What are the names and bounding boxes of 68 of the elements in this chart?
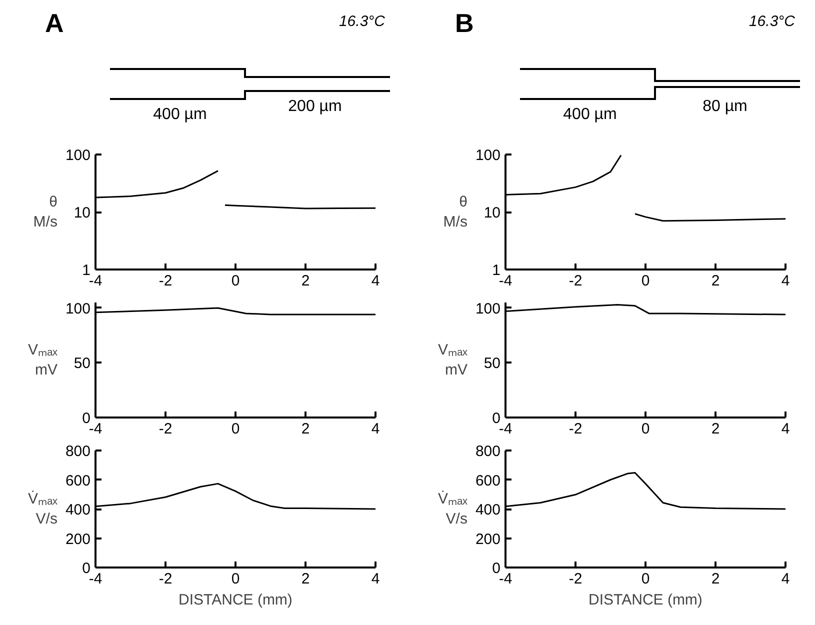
text: 400 µm [563, 106, 617, 123]
x-tick-label: 4 [371, 272, 380, 290]
y-tick-label: 800 [475, 443, 501, 460]
y-tick-label: 200 [65, 530, 91, 548]
y-tick-label: 100 [475, 300, 501, 318]
chart-subtitle: 16.3°C [338, 12, 385, 32]
y-axis-title: θ M/s [443, 193, 468, 231]
x-tick-label: -2 [158, 570, 172, 588]
x-tick-label: -4 [88, 570, 102, 588]
x-tick-label: 2 [711, 570, 720, 588]
x-tick-label: 2 [711, 272, 720, 290]
x-axis-title: DISTANCE (mm) [588, 592, 702, 608]
y-tick-label: 0 [492, 560, 500, 577]
x-tick-label: -4 [498, 570, 512, 588]
y-tick-label: 50 [484, 355, 501, 372]
y-tick-label: 800 [65, 443, 91, 460]
y-axis-title: Vₘₐₓ mV [438, 341, 468, 379]
y-axis-title: V̇ₘₐₓ V/s [28, 490, 58, 528]
y-tick-label: 200 [475, 530, 501, 548]
x-tick-label: -4 [498, 420, 512, 438]
y-axis-title: V̇ₘₐₓ V/s [438, 490, 468, 528]
y-axis-title: Vₘₐₓ mV [28, 341, 58, 379]
y-tick-label: 100 [65, 147, 91, 164]
chart-title: A [45, 7, 64, 40]
y-tick-label: 0 [82, 560, 90, 577]
x-tick-label: -2 [158, 272, 172, 290]
x-tick-label: 0 [231, 420, 240, 438]
x-tick-label: 0 [641, 420, 650, 438]
x-tick-label: 2 [301, 570, 310, 588]
x-tick-label: 2 [301, 272, 310, 290]
y-tick-label: 10 [74, 204, 91, 222]
x-tick-label: 4 [781, 570, 790, 588]
y-tick-label: 10 [484, 204, 501, 222]
text: 80 µm [702, 98, 748, 115]
x-tick-label: 4 [371, 570, 380, 588]
y-tick-label: 600 [65, 472, 91, 490]
y-tick-label: 400 [475, 502, 501, 518]
x-tick-label: -2 [568, 420, 582, 438]
x-tick-label: 0 [641, 570, 650, 588]
x-tick-label: -4 [88, 420, 102, 438]
y-tick-label: 0 [492, 410, 500, 427]
x-tick-label: -2 [568, 570, 582, 588]
x-tick-label: 0 [231, 272, 240, 290]
x-tick-label: -2 [568, 272, 582, 290]
x-tick-label: -2 [158, 420, 172, 438]
x-tick-label: 4 [781, 420, 790, 438]
chart-subtitle: 16.3°C [748, 12, 795, 32]
y-tick-label: 0 [82, 410, 90, 427]
x-tick-label: 4 [781, 272, 790, 290]
x-tick-label: 4 [371, 420, 380, 438]
y-tick-label: 1 [492, 262, 500, 279]
y-tick-label: 600 [475, 472, 501, 490]
x-tick-label: -4 [498, 272, 512, 290]
y-axis-title: θ M/s [33, 193, 58, 231]
x-tick-label: 0 [641, 272, 650, 290]
x-tick-label: 2 [711, 420, 720, 438]
y-tick-label: 1 [82, 262, 90, 279]
y-tick-label: 50 [74, 355, 91, 372]
x-axis-title: DISTANCE (mm) [178, 592, 292, 608]
x-tick-label: -4 [88, 272, 102, 290]
y-tick-label: 100 [65, 300, 91, 318]
chart-title: B [455, 7, 474, 40]
text: 400 µm [153, 106, 207, 123]
y-tick-label: 400 [65, 502, 91, 518]
x-tick-label: 2 [301, 420, 310, 438]
text: 200 µm [288, 98, 342, 115]
y-tick-label: 100 [475, 147, 501, 164]
x-tick-label: 0 [231, 570, 240, 588]
